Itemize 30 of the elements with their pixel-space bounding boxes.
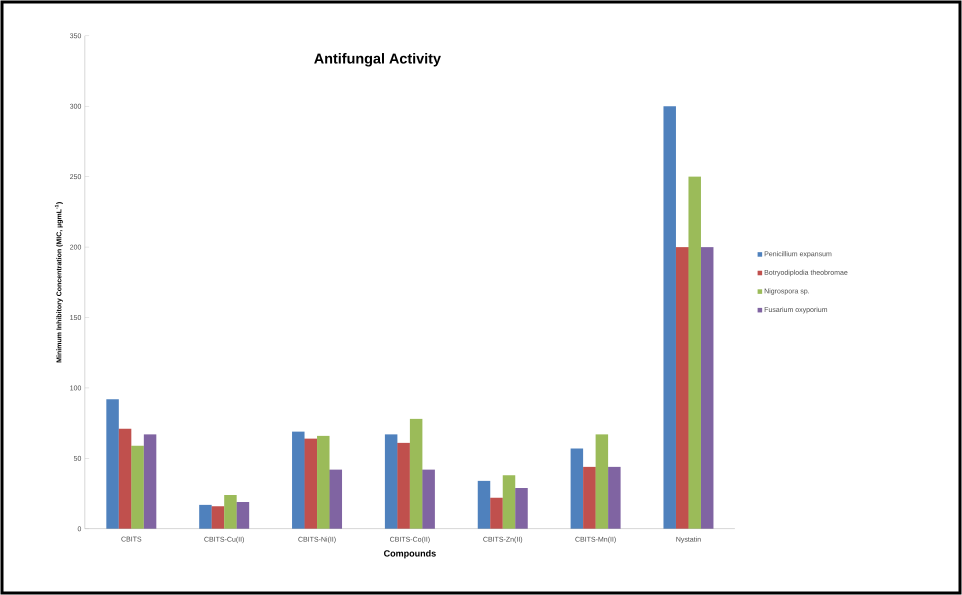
bar [212,506,224,529]
bar [292,432,305,529]
bar [422,470,435,529]
bar [224,494,237,529]
bar [663,106,676,529]
x-axis-title: Compounds [384,550,436,558]
bar [700,247,714,529]
bar [118,428,132,529]
bar [608,466,621,529]
bar [583,466,596,529]
bar [199,504,212,529]
bar [131,446,144,529]
bar [490,498,503,529]
text: Antifungal Activity [314,53,441,67]
bar [502,475,516,529]
bar [596,434,608,529]
bar [317,436,330,529]
bar [676,247,688,529]
bar [515,488,528,529]
bar [236,502,250,529]
bar [330,470,342,529]
bar [688,176,701,529]
bar [397,442,410,529]
bar [478,480,490,529]
bar [304,438,318,529]
bar [144,434,156,529]
bar [384,434,398,529]
bar [570,448,584,529]
bar [410,418,422,529]
bar [106,399,119,529]
